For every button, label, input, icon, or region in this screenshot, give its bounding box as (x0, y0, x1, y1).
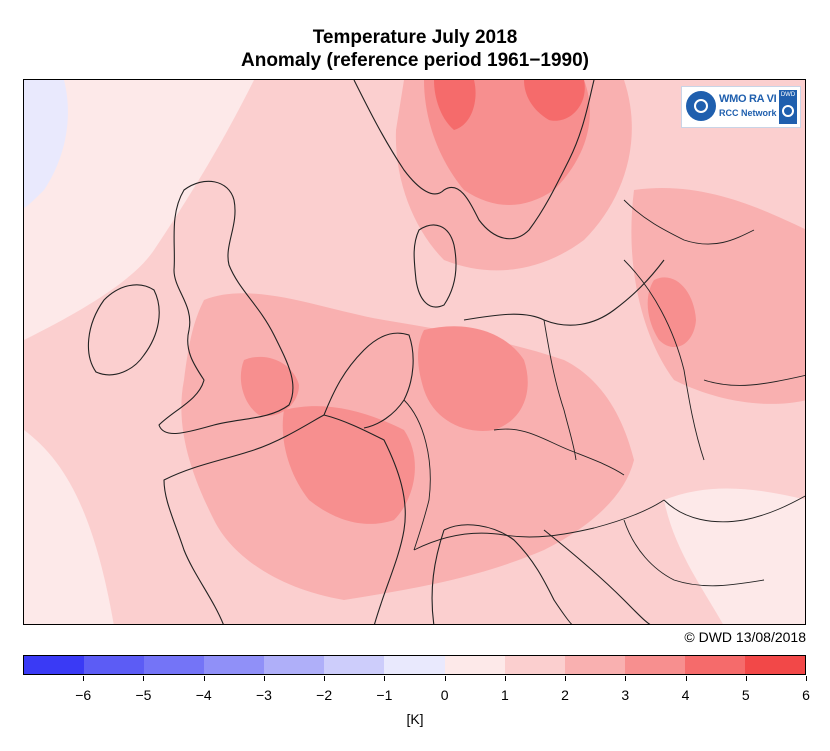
border-germany-poland (543, 319, 577, 461)
legend-tick-mark (806, 676, 807, 681)
logo-network-text: RCC Network (719, 108, 777, 118)
border-ukraine (703, 374, 805, 386)
legend-color-segment (144, 656, 205, 674)
coastline-great-britain (158, 180, 294, 435)
legend-tick-label: 6 (802, 687, 810, 703)
legend-color-segment (504, 656, 565, 674)
legend-tick-mark (685, 676, 687, 681)
legend-tick-mark (263, 676, 265, 681)
anomaly-field-germany-strong (418, 326, 528, 431)
legend-tick-label: 0 (440, 687, 449, 703)
legend-color-segment (24, 656, 85, 674)
map-canvas (24, 80, 805, 624)
legend-tick-label: 3 (621, 687, 630, 703)
wmo-emblem-icon (686, 91, 716, 121)
legend-tick-label: 4 (681, 687, 690, 703)
legend-color-segment (624, 656, 685, 674)
legend-tick-label: 5 (741, 687, 750, 703)
legend-tick-mark (504, 676, 506, 681)
legend-tick-label: −2 (316, 687, 333, 703)
border-poland-east (623, 259, 705, 461)
anomaly-field-poland-strong (647, 277, 696, 348)
legend-color-segment (744, 656, 806, 674)
legend-ticks: −6 −5 −4 −3 −2 −1 0 1 2 3 4 5 6 (23, 676, 810, 704)
coastline-netherlands-belgium (323, 332, 414, 429)
legend-tick-mark (565, 676, 567, 681)
copyright-note: © DWD 13/08/2018 (684, 629, 806, 645)
border-hungary-romania (663, 495, 805, 523)
coastline-adriatic (543, 529, 651, 624)
legend-tick-label: −6 (75, 687, 92, 703)
legend-tick-label: −4 (195, 687, 212, 703)
legend-tick-mark (83, 676, 85, 681)
legend-tick-mark (444, 676, 446, 681)
legend-color-segment (684, 656, 745, 674)
legend-color-segment (264, 656, 325, 674)
border-germany-czechia (493, 428, 625, 476)
coastline-scandinavia (353, 80, 595, 240)
border-alps (413, 499, 665, 551)
legend-colorbar (23, 655, 806, 675)
legend-color-segment (204, 656, 265, 674)
legend-unit-label: [K] (406, 711, 424, 727)
logo-wmo-text: WMO RA VI (719, 93, 777, 105)
legend-color-segment (444, 656, 505, 674)
coastline-baltic (463, 259, 665, 326)
legend-color-segment (564, 656, 625, 674)
anomaly-field-atlantic-cool (24, 80, 68, 208)
legend-tick-mark (384, 676, 386, 681)
legend-color-segment (384, 656, 445, 674)
legend-tick-mark (625, 676, 627, 681)
border-baltic-states (623, 199, 755, 245)
chart-subtitle: Anomaly (reference period 1961−1990) (241, 50, 589, 71)
dwd-logo-text: DWD (780, 92, 796, 98)
chart-title: Temperature July 2018 (312, 27, 518, 48)
legend-tick-label: 1 (500, 687, 509, 703)
anomaly-field-uk-strong (240, 356, 299, 416)
anomaly-field-scandinavia-peak (434, 80, 476, 130)
anomaly-field-balkans-weak (664, 488, 805, 624)
legend-tick-mark (203, 676, 205, 681)
legend-tick-label: −3 (255, 687, 272, 703)
border-balkans (623, 519, 765, 587)
anomaly-field-atlantic-weak-sw (24, 430, 114, 624)
dwd-logo: DWD (779, 90, 797, 124)
legend-color-segment (324, 656, 385, 674)
dwd-spiral-icon (782, 105, 794, 117)
coastline-france (163, 414, 406, 624)
legend-tick-label: −5 (135, 687, 152, 703)
anomaly-field-benelux-strong (282, 406, 415, 524)
legend-tick-label: −1 (376, 687, 393, 703)
legend-tick-mark (324, 676, 326, 681)
legend-color-segment (84, 656, 145, 674)
anomaly-map: WMO RA VI RCC Network DWD (23, 79, 806, 625)
legend-tick-mark (745, 676, 747, 681)
legend-tick-mark (143, 676, 145, 681)
coastline-denmark (413, 224, 457, 308)
anomaly-field-east-warm (631, 188, 805, 404)
anomaly-field-scandinavia-peak-east (524, 80, 585, 121)
coastline-ireland (87, 284, 160, 376)
border-france-germany (403, 399, 431, 551)
legend-tick-label: 2 (561, 687, 569, 703)
anomaly-field-atlantic-weak (24, 80, 254, 340)
wmo-rcc-logo: WMO RA VI RCC Network DWD (681, 86, 801, 128)
